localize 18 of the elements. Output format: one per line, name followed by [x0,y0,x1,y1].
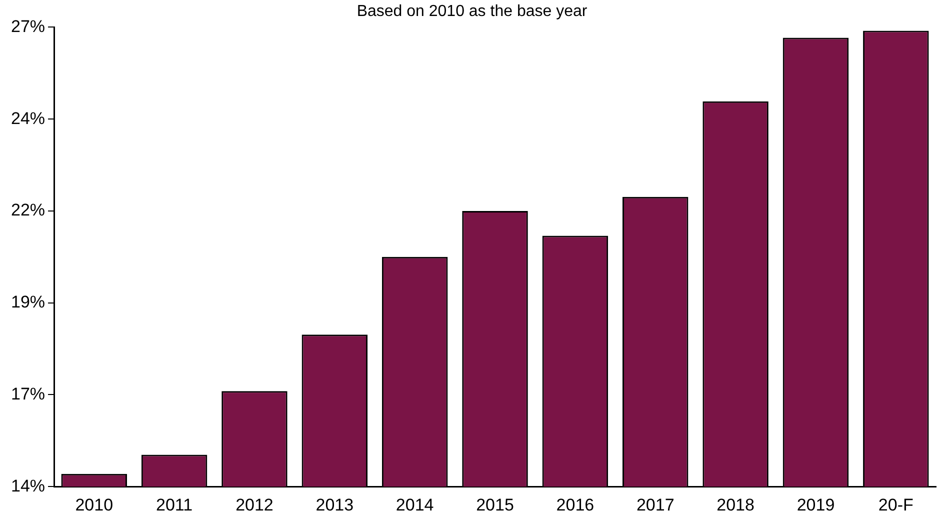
y-tick-label: 14% [10,476,46,496]
y-tick-label: 24% [10,108,46,128]
x-tick-label: 2010 [75,495,114,514]
y-tick-label: 27% [10,16,46,36]
y-tick-label: 19% [10,292,46,312]
x-tick-label: 2017 [636,495,674,514]
x-tick-label: 2013 [316,495,354,514]
x-tick-label: 2019 [796,495,835,514]
x-tick-label: 2012 [236,495,274,514]
x-tick-label: 2018 [716,495,754,514]
x-tick-label: 2016 [556,495,594,514]
y-tick-label: 22% [10,200,46,220]
x-tick-label: 2015 [476,495,514,514]
y-tick-label: 17% [10,384,46,404]
x-tick-label: 2014 [396,495,434,514]
chart-title: Based on 2010 as the base year [356,3,588,20]
x-tick-label: 20-F [878,495,914,514]
x-tick-label: 2011 [156,495,193,514]
